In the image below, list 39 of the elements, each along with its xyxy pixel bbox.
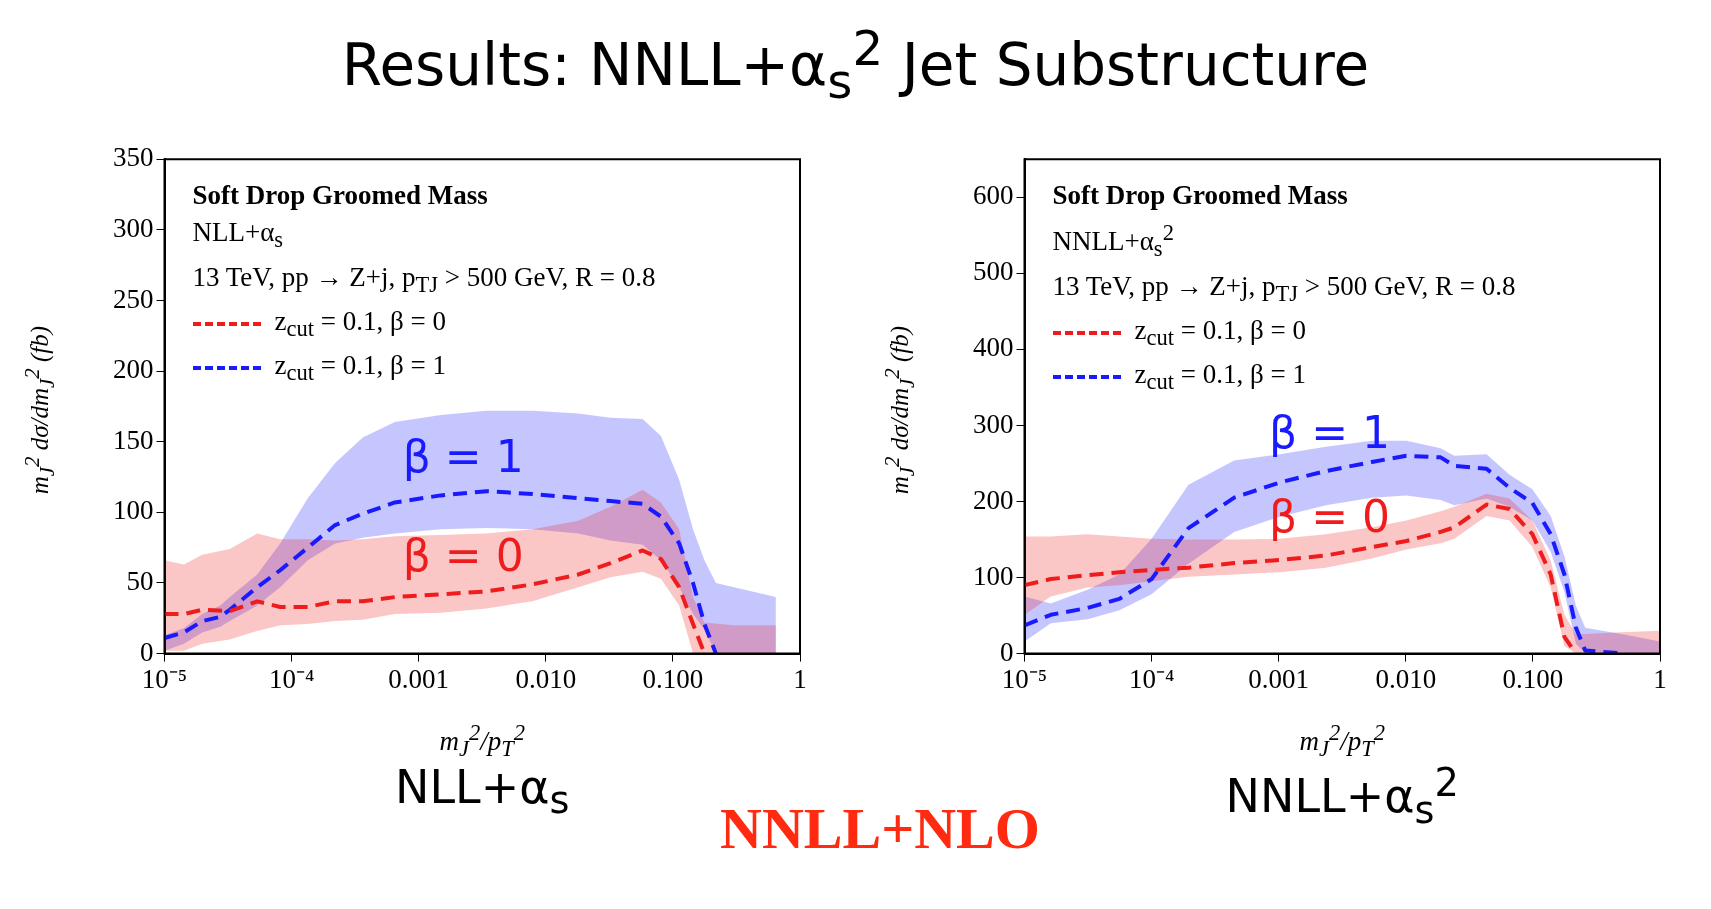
x-tick-label: 0.100 — [642, 663, 704, 694]
x-tick-label: 10⁻⁴ — [1128, 663, 1175, 694]
y-tick-label: 600 — [973, 180, 1014, 211]
y-tick-label: 150 — [113, 424, 154, 455]
legend-label: z$_{cut}$ = 0.1, β = 0 — [274, 305, 446, 342]
legend-label: z$_{cut}$ = 0.1, β = 0 — [1134, 314, 1306, 351]
y-tick-label: 400 — [973, 332, 1014, 363]
annotation: 13 TeV, pp → Z+j, p$_{TJ}$ > 500 GeV, R = 0.8 — [192, 260, 656, 299]
y-tick-label: 50 — [126, 566, 154, 597]
annotation: 13 TeV, pp → Z+j, p$_{TJ}$ > 500 GeV, R = 0.8 — [1052, 269, 1516, 308]
y-tick-label: 350 — [113, 142, 154, 173]
text: Soft Drop Groomed Mass — [1052, 179, 1349, 213]
x-tick-label: 1 — [793, 663, 807, 694]
y-tick-label: 100 — [113, 495, 154, 526]
y-tick-label: 300 — [973, 408, 1014, 439]
text: Soft Drop Groomed Mass — [192, 179, 489, 213]
x-tick-label: 0.010 — [1375, 663, 1437, 694]
legend-label: z$_{cut}$ = 0.1, β = 1 — [1134, 359, 1306, 395]
annotation: β = 1 — [1269, 406, 1390, 458]
legend-label: z$_{cut}$ = 0.1, β = 1 — [274, 350, 446, 386]
text: NNLL+NLO — [720, 795, 1040, 862]
x-tick-label: 0.010 — [515, 663, 577, 694]
annotation: β = 0 — [402, 530, 524, 582]
x-tick-label: 0.001 — [388, 663, 450, 694]
annotation: β = 0 — [1269, 490, 1390, 542]
x-tick-label: 0.001 — [1248, 663, 1310, 694]
y-tick-label: 200 — [973, 484, 1014, 515]
text: NLL+α$_{s}$ — [394, 760, 571, 823]
x-tick-label: 0.100 — [1502, 663, 1564, 694]
annotation: β = 1 — [402, 431, 524, 483]
y-tick-label: 100 — [973, 560, 1014, 591]
y-tick-label: 200 — [113, 354, 154, 385]
text: Results: NNLL+α$_{s}$$^{2}$ Jet Substructure — [340, 20, 1371, 109]
y-tick-label: 500 — [973, 256, 1014, 287]
y-tick-label: 250 — [113, 283, 154, 314]
x-tick-label: 1 — [1653, 663, 1667, 694]
y-tick-label: 300 — [113, 212, 154, 243]
x-tick-label: 10⁻⁴ — [268, 663, 315, 694]
text: NLL+α$_{s}$ — [192, 216, 285, 255]
